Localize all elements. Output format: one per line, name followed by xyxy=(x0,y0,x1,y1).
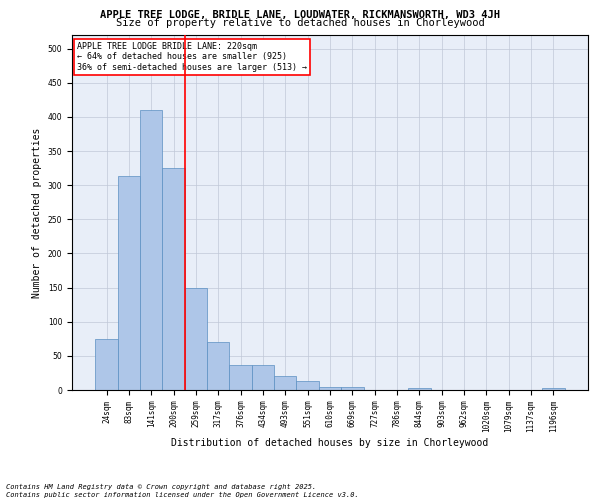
Bar xyxy=(408,388,431,390)
Bar xyxy=(207,342,229,390)
Bar xyxy=(319,386,341,390)
X-axis label: Distribution of detached houses by size in Chorleywood: Distribution of detached houses by size … xyxy=(172,438,488,448)
Bar xyxy=(163,168,185,390)
Bar xyxy=(118,176,140,390)
Bar xyxy=(252,364,274,390)
Bar xyxy=(140,110,163,390)
Bar xyxy=(229,364,252,390)
Bar xyxy=(185,288,207,390)
Bar xyxy=(95,339,118,390)
Bar xyxy=(341,386,364,390)
Bar xyxy=(296,381,319,390)
Text: APPLE TREE LODGE BRIDLE LANE: 220sqm
← 64% of detached houses are smaller (925)
: APPLE TREE LODGE BRIDLE LANE: 220sqm ← 6… xyxy=(77,42,307,72)
Bar xyxy=(542,388,565,390)
Text: Size of property relative to detached houses in Chorleywood: Size of property relative to detached ho… xyxy=(116,18,484,28)
Bar xyxy=(274,376,296,390)
Text: Contains HM Land Registry data © Crown copyright and database right 2025.
Contai: Contains HM Land Registry data © Crown c… xyxy=(6,484,359,498)
Text: APPLE TREE LODGE, BRIDLE LANE, LOUDWATER, RICKMANSWORTH, WD3 4JH: APPLE TREE LODGE, BRIDLE LANE, LOUDWATER… xyxy=(100,10,500,20)
Y-axis label: Number of detached properties: Number of detached properties xyxy=(32,128,42,298)
